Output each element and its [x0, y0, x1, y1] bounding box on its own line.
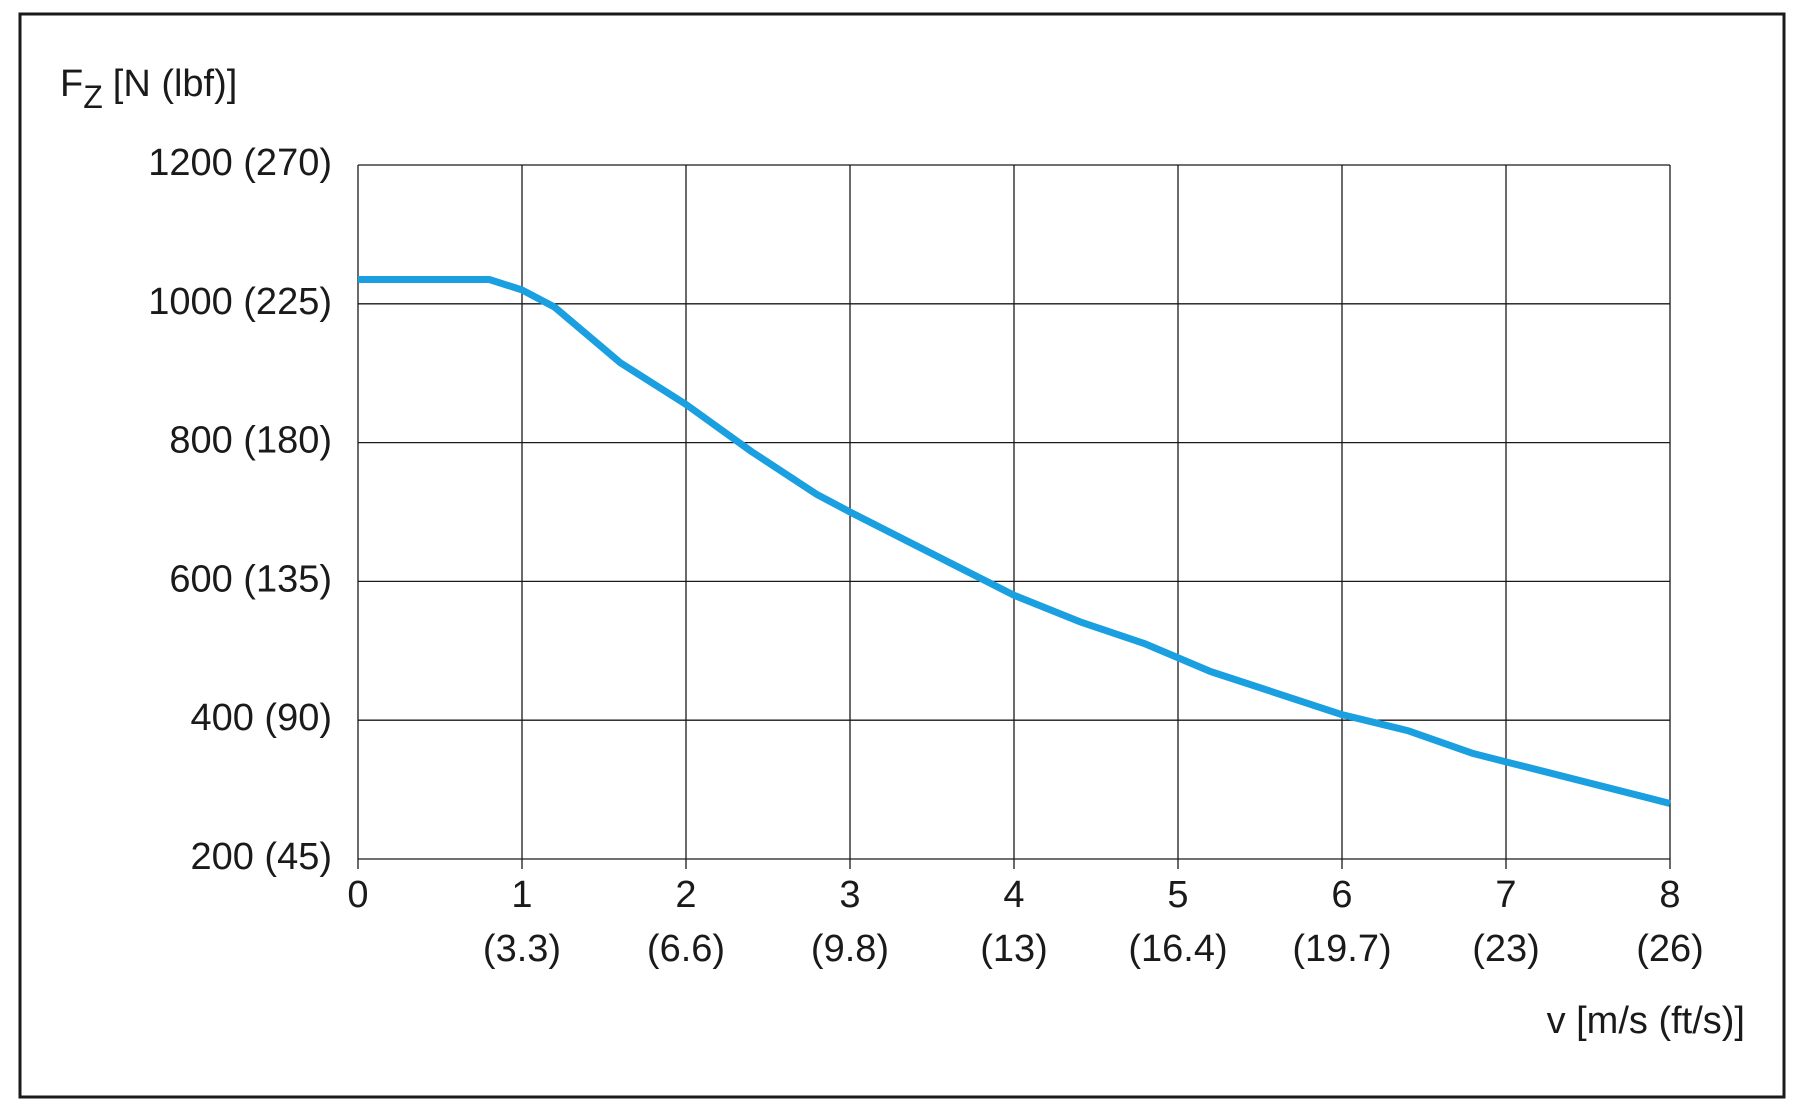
x-tick-sublabel: (26)	[1636, 928, 1704, 970]
x-tick-label: 7	[1495, 874, 1516, 916]
x-tick-label: 8	[1659, 874, 1680, 916]
x-tick-sublabel: (13)	[980, 928, 1048, 970]
x-tick-label: 6	[1331, 874, 1352, 916]
x-tick-sublabel: (6.6)	[647, 928, 725, 970]
y-label-main: F	[60, 63, 83, 105]
frame	[18, 12, 1786, 1099]
x-tick-label: 2	[675, 874, 696, 916]
x-tick-sublabel: (23)	[1472, 928, 1540, 970]
x-tick-sublabel: (19.7)	[1292, 928, 1391, 970]
y-tick-label: 1200 (270)	[148, 142, 332, 184]
y-label-unit: [N (lbf)]	[113, 63, 238, 105]
x-tick-sublabel: (9.8)	[811, 928, 889, 970]
y-label-sub: Z	[83, 79, 103, 115]
x-tick-label: 4	[1003, 874, 1024, 916]
data-line	[358, 276, 1671, 807]
y-axis-label: FZ [N (lbf)]	[60, 63, 237, 115]
x-tick-label: 0	[347, 874, 368, 916]
x-tick-label: 1	[511, 874, 532, 916]
x-axis-label: v [m/s (ft/s)]	[1547, 1000, 1745, 1042]
y-tick-label: 400 (90)	[190, 697, 332, 739]
y-tick-label: 1000 (225)	[148, 281, 332, 323]
x-tick-label: 3	[839, 874, 860, 916]
x-tick-sublabel: (3.3)	[483, 928, 561, 970]
x-tick-label: 5	[1167, 874, 1188, 916]
y-tick-label: 600 (135)	[169, 558, 332, 600]
y-tick-label: 800 (180)	[169, 420, 332, 462]
x-tick-sublabel: (16.4)	[1128, 928, 1227, 970]
y-tick-label: 200 (45)	[190, 836, 332, 878]
